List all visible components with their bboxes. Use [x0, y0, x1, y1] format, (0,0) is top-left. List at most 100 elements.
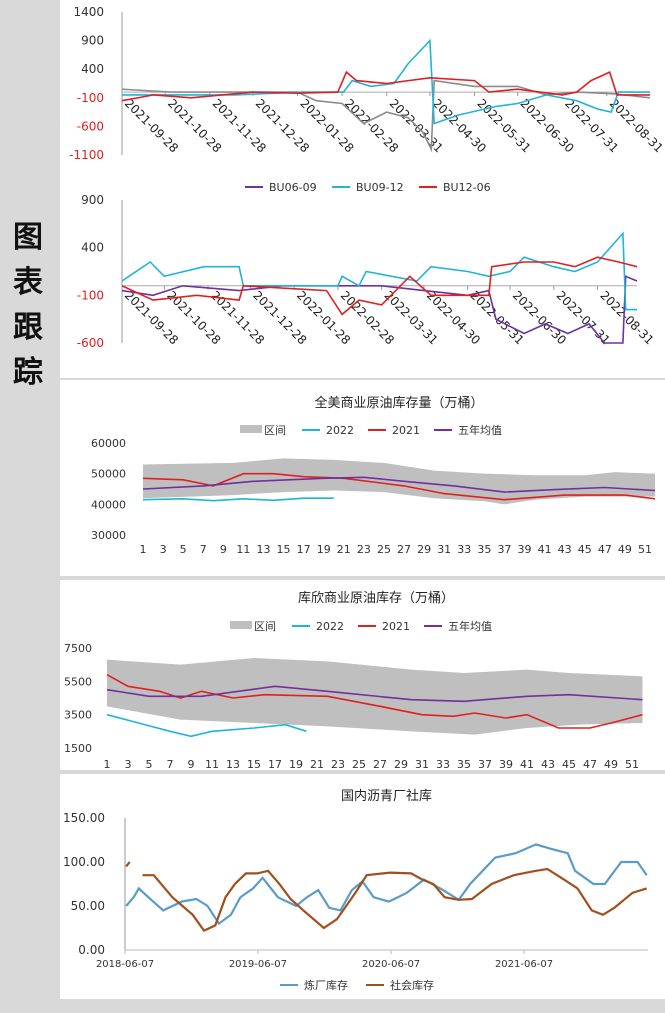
- legend-label: 炼厂库存: [304, 978, 348, 992]
- x-tick-label: 33: [457, 543, 471, 556]
- legend-label: 2021: [392, 424, 420, 437]
- x-tick-label: 1: [140, 543, 147, 556]
- y-tick-label: 50000: [91, 468, 126, 481]
- x-tick-label: 39: [518, 543, 532, 556]
- legend-label: 区间: [264, 424, 286, 437]
- y-tick-label: 3500: [64, 709, 92, 722]
- legend-label: 2022: [326, 424, 354, 437]
- chart-title: 全美商业原油库存量（万桶）: [314, 395, 483, 411]
- x-tick-label: 2019-06-07: [229, 959, 287, 970]
- x-tick-label: 41: [538, 543, 552, 556]
- x-tick-label: 1: [104, 758, 111, 771]
- y-tick-label: -600: [77, 119, 104, 133]
- x-tick-label: 45: [562, 758, 576, 771]
- y-tick-label: 7500: [64, 642, 92, 655]
- x-tick-label: 3: [160, 543, 167, 556]
- y-tick-label: 900: [81, 34, 104, 48]
- legend-swatch: [230, 621, 252, 629]
- legend-label: BU12-06: [443, 181, 491, 194]
- chart-title: 库欣商业原油库存（万桶）: [298, 590, 454, 606]
- spread-charts-panel: [60, 0, 665, 378]
- y-tick-label: 100.00: [63, 855, 105, 869]
- x-tick-label: 9: [220, 543, 227, 556]
- y-tick-label: 50.00: [71, 899, 105, 913]
- x-tick-label: 21: [337, 543, 351, 556]
- x-tick-label: 37: [497, 543, 511, 556]
- x-tick-label: 41: [520, 758, 534, 771]
- x-tick-label: 9: [188, 758, 195, 771]
- y-tick-label: 30000: [91, 529, 126, 542]
- x-tick-label: 13: [226, 758, 240, 771]
- x-tick-label: 35: [477, 543, 491, 556]
- series-line-BU09-12: [121, 231, 637, 311]
- series-line-BU06-09: [121, 275, 638, 344]
- x-tick-label: 49: [604, 758, 618, 771]
- y-tick-label: 900: [81, 193, 104, 207]
- x-tick-label: 2018-06-07: [96, 959, 154, 970]
- y-tick-label: 400: [81, 241, 104, 255]
- y-tick-label: 40000: [91, 498, 126, 511]
- series-line-社会库存: [142, 867, 648, 932]
- series-line-series-2: [122, 38, 650, 125]
- y-tick-label: -1100: [69, 148, 104, 162]
- x-tick-label: 3: [125, 758, 132, 771]
- x-tick-label: 5: [146, 758, 153, 771]
- x-tick-label: 21: [310, 758, 324, 771]
- x-tick-label: 15: [247, 758, 261, 771]
- y-tick-label: -600: [77, 336, 104, 350]
- legend-label: BU09-12: [356, 181, 404, 194]
- x-tick-label: 25: [352, 758, 366, 771]
- series-line-BU12-06: [121, 256, 638, 316]
- x-tick-label: 51: [638, 543, 652, 556]
- chart-5: 国内沥青厂社库 150.00 100.00 50.00 0.00 2018-06-07 20…: [63, 788, 648, 992]
- y-tick-label: 150.00: [63, 811, 105, 825]
- legend-label: BU06-09: [269, 181, 317, 194]
- x-tick-label: 29: [417, 543, 431, 556]
- series-line-series-3: [121, 70, 650, 102]
- x-tick-label: 43: [541, 758, 555, 771]
- x-tick-label: 11: [205, 758, 219, 771]
- x-tick-label: 31: [437, 543, 451, 556]
- x-tick-label: 31: [415, 758, 429, 771]
- series-line-炼厂库存: [125, 843, 648, 926]
- x-tick-label: 49: [618, 543, 632, 556]
- series-line-2022: [106, 713, 307, 738]
- y-tick-label: 5500: [64, 675, 92, 688]
- x-tick-label: 33: [436, 758, 450, 771]
- x-tick-label: 43: [558, 543, 572, 556]
- y-tick-label: -100: [77, 91, 104, 105]
- x-tick-label: 17: [268, 758, 282, 771]
- x-tick-label: 7: [167, 758, 174, 771]
- x-tick-label: 35: [457, 758, 471, 771]
- x-tick-label: 5: [180, 543, 187, 556]
- x-tick-label: 47: [583, 758, 597, 771]
- x-tick-label: 27: [397, 543, 411, 556]
- legend-label: 社会库存: [390, 978, 434, 992]
- legend-label: 2022: [316, 620, 344, 633]
- y-tick-label: 60000: [91, 437, 126, 450]
- x-tick-label: 25: [377, 543, 391, 556]
- x-tick-label: 13: [256, 543, 270, 556]
- x-tick-label: 39: [499, 758, 513, 771]
- x-tick-label: 19: [289, 758, 303, 771]
- x-tick-label: 51: [625, 758, 639, 771]
- x-tick-label: 23: [357, 543, 371, 556]
- y-tick-label: 0.00: [78, 943, 105, 957]
- x-tick-label: 47: [598, 543, 612, 556]
- y-tick-label: 1500: [64, 742, 92, 755]
- y-tick-label: -100: [77, 288, 104, 302]
- series-line-五年均值: [142, 476, 656, 493]
- x-tick-label: 7: [200, 543, 207, 556]
- sidebar: 图表跟踪: [0, 0, 58, 1013]
- asphalt-panel: [60, 774, 665, 999]
- y-tick-label: 400: [81, 62, 104, 76]
- legend-label: 2021: [382, 620, 410, 633]
- chart-title: 国内沥青厂社库: [341, 788, 432, 804]
- legend-swatch: [240, 425, 262, 433]
- y-tick-label: 1400: [73, 5, 104, 19]
- series-line-五年均值: [106, 685, 643, 703]
